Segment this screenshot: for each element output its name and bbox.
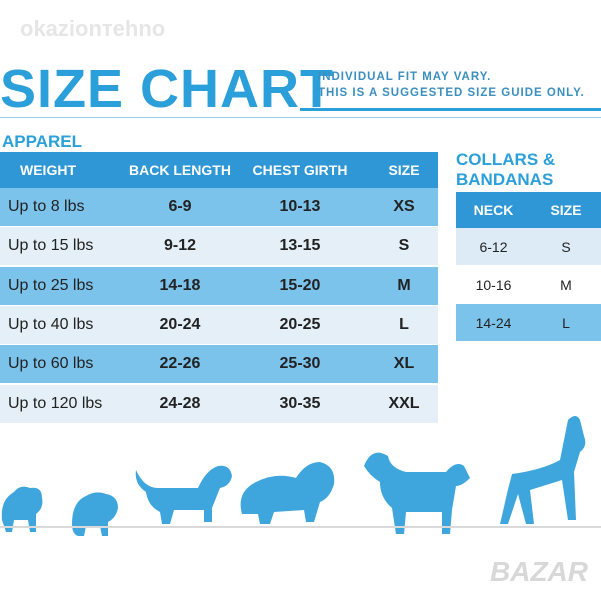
table-cell: 6-9 — [168, 198, 192, 215]
rule — [0, 117, 601, 118]
table-row — [0, 305, 438, 344]
header-cell: SIZE — [388, 162, 420, 178]
logo: BAZAR — [490, 556, 588, 587]
table-row — [456, 266, 601, 303]
table-cell: XXL — [388, 394, 420, 412]
rule — [300, 108, 601, 111]
table-row — [0, 188, 438, 226]
table-row — [456, 304, 601, 341]
header-cell: BACK LENGTH — [129, 162, 231, 178]
table-cell: 14-18 — [159, 276, 201, 294]
table-cell: Up to 15 lbs — [8, 237, 94, 255]
table-row — [0, 345, 438, 384]
section-title: COLLARS & BANDANAS — [456, 150, 555, 190]
header-cell: SIZE — [550, 202, 582, 218]
note-line: INDIVIDUAL FIT MAY VARY. — [318, 71, 492, 83]
header-row — [456, 192, 601, 228]
header-cell: CHEST GIRTH — [252, 162, 348, 178]
header-cell: WEIGHT — [20, 162, 76, 178]
table-cell: 20-24 — [159, 315, 201, 333]
table-cell: 24-28 — [159, 394, 201, 412]
table-cell: 10-16 — [475, 276, 512, 293]
title: SIZE CHART — [0, 59, 334, 119]
section-title: APPAREL — [2, 132, 82, 151]
table-row — [0, 384, 438, 423]
table-cell: 13-15 — [279, 237, 321, 255]
table-cell: S — [561, 238, 571, 255]
table-cell: 9-12 — [163, 237, 197, 255]
title-line: BANDANAS — [456, 170, 554, 189]
table-cell: S — [398, 237, 410, 255]
table-cell: L — [399, 315, 409, 333]
table-cell: Up to 25 lbs — [8, 276, 94, 294]
table-row — [456, 228, 601, 265]
table-cell: L — [562, 314, 570, 331]
watermark: okazionтehno — [20, 16, 166, 41]
table-cell: Up to 120 lbs — [8, 394, 103, 412]
table-row — [0, 266, 438, 305]
table-cell: 20-25 — [279, 315, 321, 333]
dog-silhouettes — [0, 416, 601, 536]
table-cell: 6-12 — [479, 238, 508, 255]
table-cell: 22-26 — [159, 355, 201, 373]
table-cell: Up to 60 lbs — [8, 355, 94, 373]
table-cell: Up to 40 lbs — [8, 315, 94, 333]
table-cell: Up to 8 lbs — [8, 198, 85, 215]
table-cell: XL — [393, 355, 415, 373]
note-line: THIS IS A SUGGESTED SIZE GUIDE ONLY. — [318, 87, 585, 99]
table-cell: 14-24 — [475, 314, 512, 331]
table-cell: 30-35 — [279, 394, 321, 412]
table-cell: 25-30 — [279, 355, 321, 373]
table-row — [0, 227, 438, 266]
table-cell: M — [560, 276, 572, 293]
table-cell: 10-13 — [279, 198, 321, 215]
table-cell: XS — [393, 198, 415, 215]
table-cell: M — [397, 276, 411, 294]
header-row — [0, 152, 438, 188]
title-line: COLLARS & — [456, 150, 556, 169]
table-cell: 15-20 — [279, 276, 321, 294]
header-cell: NECK — [473, 202, 514, 218]
